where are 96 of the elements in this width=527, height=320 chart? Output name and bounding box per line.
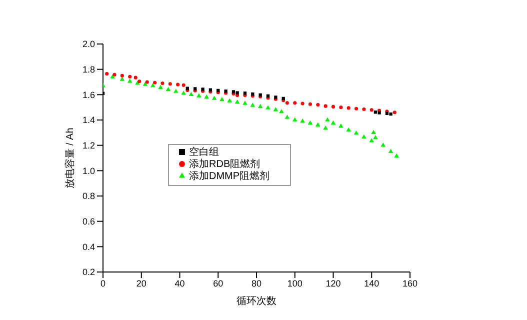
point	[153, 80, 157, 84]
point	[227, 98, 232, 102]
point	[145, 80, 149, 84]
point	[105, 72, 109, 76]
point	[392, 110, 396, 114]
point	[168, 82, 172, 86]
y-tick-label: 1.0	[82, 166, 95, 176]
x-tick-label: 80	[251, 278, 262, 288]
point	[308, 102, 312, 106]
point	[324, 104, 328, 108]
point	[373, 134, 378, 140]
point	[388, 148, 394, 154]
legend-label: 添加RDB阻燃剂	[189, 159, 260, 170]
point	[234, 99, 240, 104]
x-tick-label: 0	[100, 278, 106, 288]
point	[339, 106, 343, 110]
point	[330, 120, 336, 125]
point	[196, 93, 202, 98]
point	[346, 106, 350, 110]
point	[325, 117, 330, 122]
point	[176, 82, 180, 86]
point	[220, 96, 224, 102]
point	[371, 130, 376, 134]
y-tick-label: 0.8	[82, 191, 95, 202]
legend-label: 空白组	[189, 147, 219, 158]
point	[323, 125, 328, 130]
point	[266, 105, 270, 110]
point	[138, 80, 142, 84]
point	[362, 134, 366, 138]
x-tick-label: 120	[326, 278, 341, 288]
point	[174, 88, 178, 93]
point	[378, 111, 381, 114]
point	[374, 110, 378, 114]
point	[142, 82, 148, 86]
point	[380, 142, 386, 147]
y-tick-label: 1.6	[82, 90, 95, 100]
point	[110, 74, 115, 78]
y-axis-title: 放电容量 / Ah	[64, 128, 76, 188]
point	[166, 86, 171, 91]
point	[300, 102, 304, 106]
x-tick-label: 40	[174, 278, 185, 288]
x-tick-label: 160	[402, 278, 418, 288]
point	[158, 84, 163, 90]
point	[160, 81, 164, 86]
point	[128, 74, 132, 78]
y-tick-label: 0.4	[82, 242, 95, 252]
y-tick-label: 1.4	[82, 115, 95, 126]
y-tick-label: 0.2	[82, 267, 95, 278]
x-tick-label: 20	[136, 278, 146, 288]
point	[346, 127, 352, 132]
point	[120, 76, 125, 81]
point	[273, 107, 278, 112]
point	[315, 122, 320, 126]
point	[369, 138, 374, 142]
point	[331, 104, 336, 108]
legend-label: 添加DMMP阻燃剂	[189, 171, 270, 182]
point	[338, 124, 344, 128]
point	[242, 100, 248, 105]
point	[279, 108, 284, 114]
point	[362, 107, 366, 112]
point	[250, 102, 256, 107]
point	[204, 94, 210, 99]
point	[354, 130, 359, 135]
x-tick-label: 140	[364, 278, 380, 288]
point	[316, 103, 320, 107]
point	[212, 96, 217, 100]
point	[285, 101, 289, 105]
point	[389, 112, 392, 116]
point	[188, 92, 194, 96]
point	[127, 78, 132, 83]
y-tick-label: 1.2	[82, 140, 95, 151]
point	[112, 72, 116, 76]
point	[134, 76, 138, 80]
point	[394, 153, 399, 158]
point	[300, 118, 305, 123]
x-tick-label: 100	[287, 278, 302, 288]
point	[354, 106, 358, 110]
point	[293, 101, 297, 105]
point	[208, 88, 212, 92]
y-tick-label: 1.8	[82, 64, 95, 75]
y-tick-label: 2.0	[82, 39, 95, 50]
point	[181, 90, 186, 95]
point	[150, 83, 156, 88]
point	[182, 83, 186, 87]
point	[186, 86, 190, 90]
x-axis-title: 循环次数	[236, 296, 276, 307]
point	[120, 74, 124, 78]
point	[258, 104, 263, 108]
x-tick-label: 60	[213, 278, 224, 288]
point	[236, 91, 239, 94]
y-tick-label: 0.6	[82, 216, 95, 227]
point	[308, 120, 313, 125]
point	[243, 92, 247, 95]
point	[284, 114, 290, 119]
point	[370, 108, 374, 112]
point	[292, 117, 298, 122]
